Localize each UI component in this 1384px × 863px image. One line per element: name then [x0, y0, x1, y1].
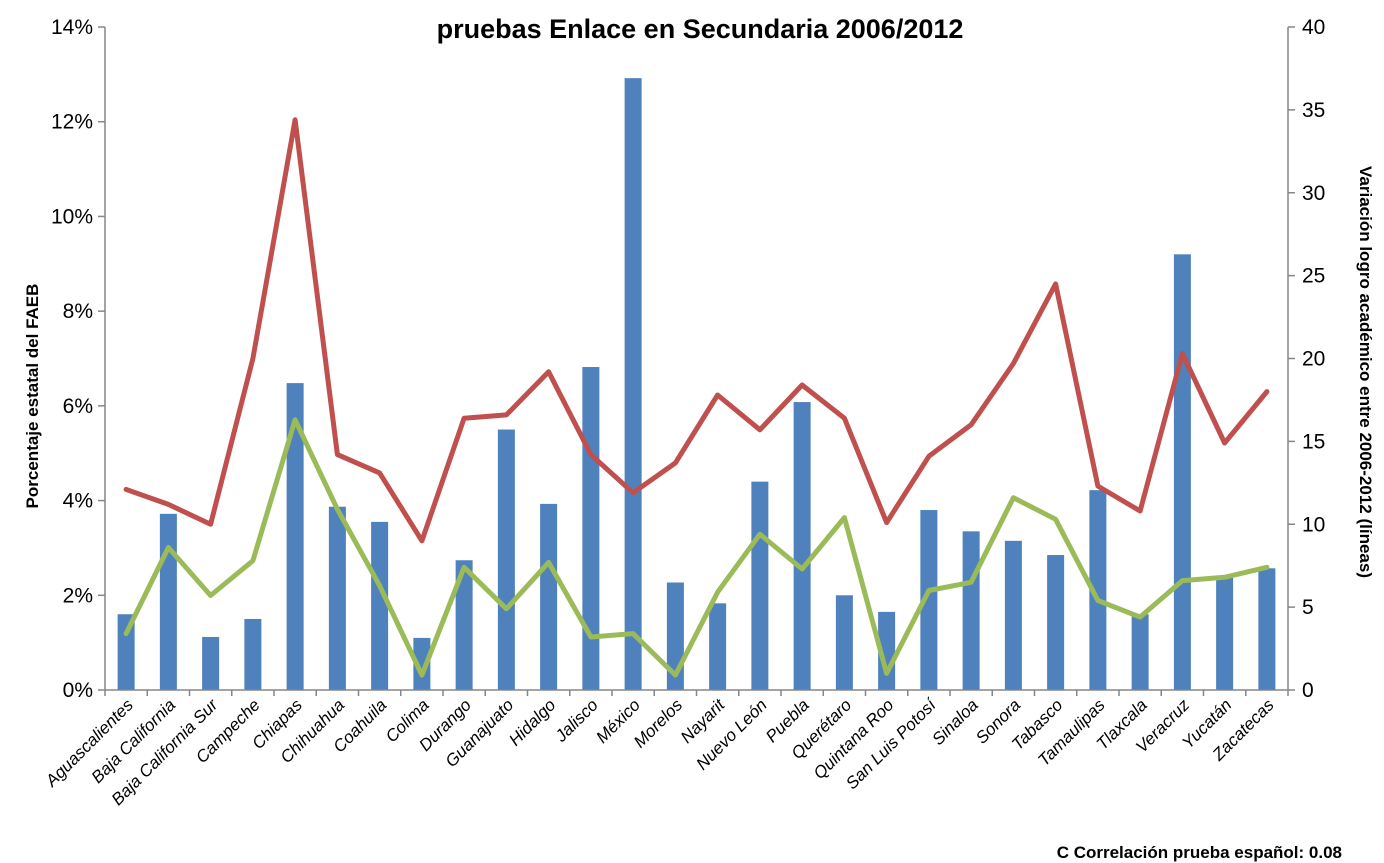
chart-title: pruebas Enlace en Secundaria 2006/2012 [437, 14, 964, 44]
y2-tick-label: 5 [1302, 596, 1314, 619]
bar-11 [582, 367, 599, 690]
y2-tick-label: 40 [1302, 16, 1325, 39]
bar-6 [371, 522, 388, 690]
category-label: Sinaloa [928, 695, 982, 749]
bar-9 [498, 430, 515, 690]
correlation-note: C Correlación prueba español: 0.08 [1057, 843, 1342, 862]
bar-14 [709, 603, 726, 690]
y-tick-label: 0% [63, 679, 93, 702]
category-label: Jalisco [551, 695, 602, 746]
bar-26 [1216, 576, 1233, 690]
category-label: Hidalgo [505, 695, 559, 749]
y2-tick-label: 25 [1302, 265, 1325, 288]
bar-25 [1174, 254, 1191, 690]
y-tick-label: 4% [63, 490, 93, 513]
y-tick-label: 8% [63, 300, 93, 323]
bar-1 [160, 514, 177, 690]
bar-3 [244, 619, 261, 690]
bar-5 [329, 507, 346, 690]
y2-tick-label: 10 [1302, 513, 1325, 536]
y-axis-title: Porcentaje estatal del FAEB [23, 284, 42, 509]
bar-16 [794, 402, 811, 690]
left-axis-ticks: 0% 2% 4% 6% 8% 10% 12% 14% [51, 16, 93, 702]
right-axis-ticks: 0 5 10 15 20 25 30 35 40 [1302, 16, 1325, 702]
y-tick-label: 12% [51, 111, 93, 134]
y-tick-label: 6% [63, 395, 93, 418]
bar-15 [751, 482, 768, 690]
bar-27 [1258, 568, 1275, 690]
axes [98, 27, 1295, 696]
y2-tick-label: 30 [1302, 182, 1325, 205]
y2-tick-label: 15 [1302, 430, 1325, 453]
y2-axis-title: Variación logro académico entre 2006-201… [1356, 166, 1375, 578]
bar-2 [202, 637, 219, 690]
y2-tick-label: 20 [1302, 348, 1325, 371]
bar-12 [625, 78, 642, 690]
y2-tick-label: 0 [1302, 679, 1314, 702]
y-tick-label: 14% [51, 16, 93, 39]
y-tick-label: 10% [51, 205, 93, 228]
bar-22 [1047, 555, 1064, 690]
bar-24 [1132, 614, 1149, 690]
bar-21 [1005, 541, 1022, 690]
bar-17 [836, 595, 853, 690]
bar-10 [540, 504, 557, 690]
bar-20 [963, 531, 980, 690]
y-tick-label: 2% [63, 584, 93, 607]
bar-series [118, 78, 1276, 690]
y2-tick-label: 35 [1302, 99, 1325, 122]
